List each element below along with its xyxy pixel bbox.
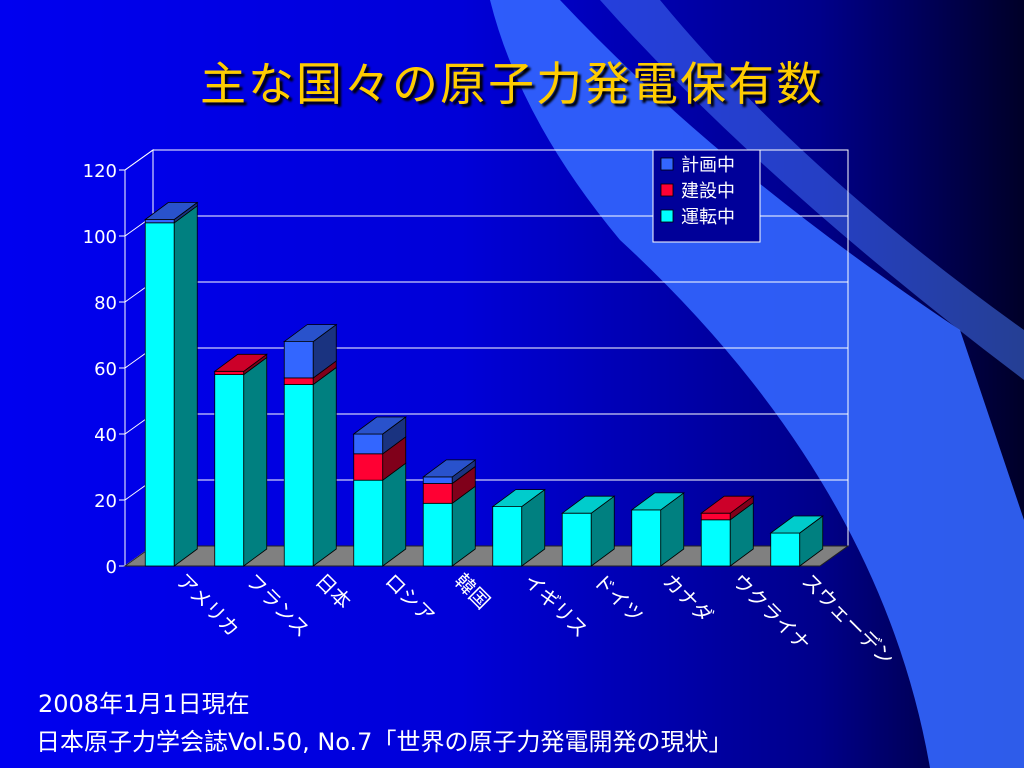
bar-planned-front xyxy=(144,219,175,224)
bar-group xyxy=(630,492,685,567)
bar-group xyxy=(213,353,268,567)
legend-label: 運転中 xyxy=(681,207,735,228)
bar-group xyxy=(144,201,199,567)
bar-operating-side xyxy=(382,462,407,567)
footer-date: 2008年1月1日現在 xyxy=(38,690,250,718)
x-category-label: 韓国 xyxy=(450,569,495,614)
bar-top xyxy=(769,515,824,534)
bar-top xyxy=(491,489,546,508)
legend-swatch xyxy=(660,157,674,171)
bar-operating-front xyxy=(353,479,384,567)
legend-label: 建設中 xyxy=(681,181,735,202)
page-title: 主な国々の原子力発電保有数 xyxy=(200,57,824,111)
bar-operating-side xyxy=(312,366,337,567)
x-category-label: フランス xyxy=(241,569,314,642)
gridline xyxy=(124,149,848,171)
bar-construction-front xyxy=(353,453,384,481)
bar-top xyxy=(630,492,685,511)
bar-operating-side xyxy=(173,205,198,567)
footer-source: 日本原子力学会誌Vol.50, No.7「世界の原子力発電開発の現状」 xyxy=(36,728,733,756)
bar-top xyxy=(422,459,477,478)
bar-group xyxy=(561,495,616,567)
bar-top xyxy=(700,495,755,514)
bar-operating-side xyxy=(243,356,268,567)
bar-group xyxy=(283,323,338,567)
x-category-label: アメリカ xyxy=(172,569,245,642)
y-tick-label: 40 xyxy=(94,425,117,446)
bar-construction-front xyxy=(283,377,314,385)
x-category-label: イギリス xyxy=(519,569,593,643)
y-tick-label: 120 xyxy=(83,161,117,182)
bar-construction-front xyxy=(214,370,245,375)
y-tick-label: 20 xyxy=(94,491,117,512)
x-category-label: スウェーデン xyxy=(797,569,899,671)
x-category-label: ドイツ xyxy=(589,569,648,628)
y-tick-label: 0 xyxy=(106,557,117,578)
bar-top xyxy=(213,353,268,372)
bar-group xyxy=(422,459,477,567)
bar-planned-front xyxy=(353,433,384,455)
bar-operating-front xyxy=(144,222,175,567)
bar-top xyxy=(144,202,199,220)
bar-planned-front xyxy=(422,476,453,484)
bar-planned-front xyxy=(283,341,314,379)
legend-swatch xyxy=(660,183,674,197)
y-tick-label: 60 xyxy=(94,359,117,380)
bar-operating-front xyxy=(631,509,662,567)
gridline xyxy=(124,281,848,303)
bar-group xyxy=(700,495,755,567)
bar-top xyxy=(352,416,407,435)
bar-construction-front xyxy=(700,512,731,521)
bar-top xyxy=(283,324,338,343)
bar-operating-front xyxy=(283,384,314,567)
bar-operating-front xyxy=(492,506,523,567)
bar-operating-front xyxy=(561,512,592,567)
legend-label: 計画中 xyxy=(681,155,735,176)
bar-group xyxy=(491,488,546,567)
x-category-label: カナダ xyxy=(658,569,717,628)
x-category-label: ロシア xyxy=(380,569,439,628)
bar-operating-front xyxy=(214,374,245,567)
bar-group xyxy=(352,416,407,567)
bar-operating-front xyxy=(422,502,453,567)
x-category-label: 日本 xyxy=(311,569,356,614)
bar-group xyxy=(769,515,824,567)
y-tick-label: 100 xyxy=(83,227,117,248)
bar-top xyxy=(561,495,616,514)
bar-construction-front xyxy=(422,483,453,504)
y-tick-label: 80 xyxy=(94,293,117,314)
bar-operating-front xyxy=(700,519,731,567)
bar-operating-front xyxy=(770,532,801,567)
legend-swatch xyxy=(660,209,674,223)
